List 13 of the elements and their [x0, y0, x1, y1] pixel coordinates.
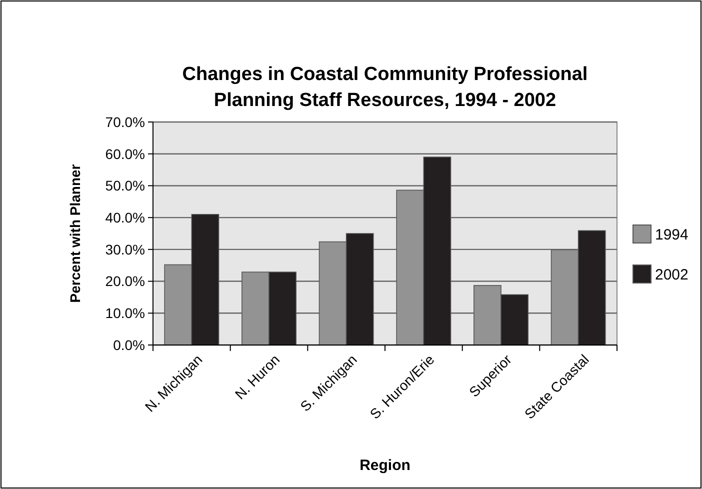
- x-axis-title: Region: [360, 457, 410, 474]
- y-tick-label: 40.0%: [105, 209, 145, 226]
- y-tick-label: 50.0%: [105, 178, 145, 194]
- y-tick-label: 20.0%: [105, 273, 145, 290]
- y-axis-title: Percent with Planner: [67, 164, 83, 303]
- y-tick-label: 30.0%: [105, 241, 145, 258]
- y-tick-label: 10.0%: [105, 305, 145, 322]
- legend-label: 2002: [655, 266, 688, 284]
- y-tick-label: 70.0%: [105, 114, 145, 130]
- legend-label: 1994: [655, 226, 688, 244]
- y-tick-label: 60.0%: [105, 146, 145, 162]
- chart-title: Changes in Coastal Community Professional Planning Staff Resources, 1994 - 2002: [182, 64, 588, 111]
- y-tick-label: 0.0%: [113, 336, 145, 353]
